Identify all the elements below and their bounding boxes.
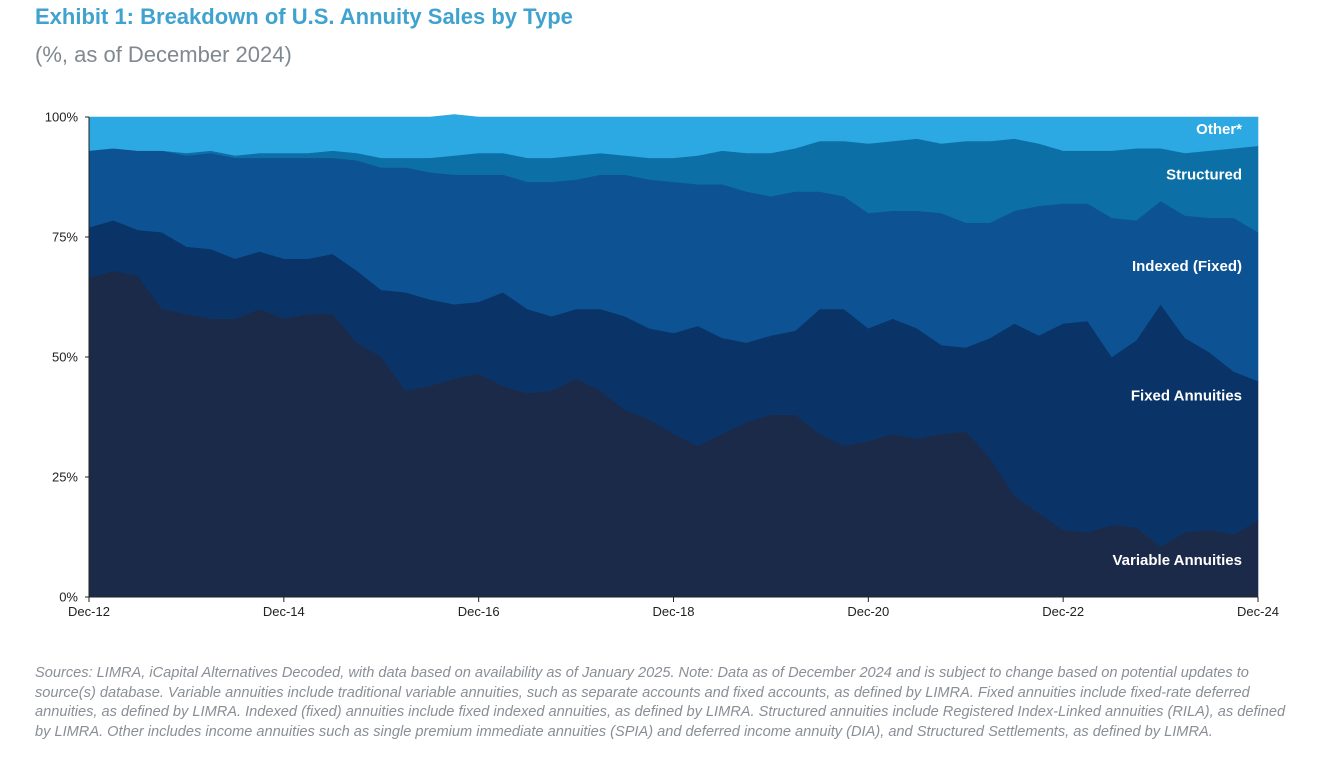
x-tick-label: Dec-16 <box>458 604 500 619</box>
area-other <box>88 114 1259 159</box>
stacked-area-chart: 0% 25% 50% 75% 100% Dec-12 Dec-14 Dec-16 Dec-18 D… <box>45 110 1279 620</box>
chart-title: Exhibit 1: Breakdown of U.S. Annuity Sal… <box>35 4 573 29</box>
x-tick-label: Dec-14 <box>263 604 305 619</box>
series-label-fixed-annuities: Fixed Annuities <box>1131 387 1242 404</box>
series-label-variable-annuities: Variable Annuities <box>1113 552 1243 569</box>
y-tick-label: 100% <box>45 110 79 125</box>
series-label-structured: Structured <box>1166 167 1242 184</box>
axes-group: 0% 25% 50% 75% 100% Dec-12 Dec-14 Dec-16 Dec-18 D… <box>45 110 1279 620</box>
x-tick-label: Dec-12 <box>68 604 110 619</box>
y-tick-label: 25% <box>52 470 78 485</box>
series-label-indexed-fixed: Indexed (Fixed) <box>1132 258 1242 275</box>
chart-subtitle: (%, as of December 2024) <box>35 42 292 67</box>
y-tick-label: 75% <box>52 230 78 245</box>
series-labels-group: Variable Annuities Fixed Annuities Indexed… <box>1113 121 1243 569</box>
source-note: Sources: LIMRA, iCapital Alternatives De… <box>35 665 1286 740</box>
area-series-group <box>88 114 1259 598</box>
y-tick-label: 50% <box>52 350 78 365</box>
x-tick-label: Dec-18 <box>653 604 695 619</box>
series-label-other: Other* <box>1196 121 1242 138</box>
x-tick-label: Dec-24 <box>1237 604 1279 619</box>
y-tick-label: 0% <box>59 590 78 605</box>
x-tick-label: Dec-22 <box>1042 604 1084 619</box>
x-tick-label: Dec-20 <box>847 604 889 619</box>
